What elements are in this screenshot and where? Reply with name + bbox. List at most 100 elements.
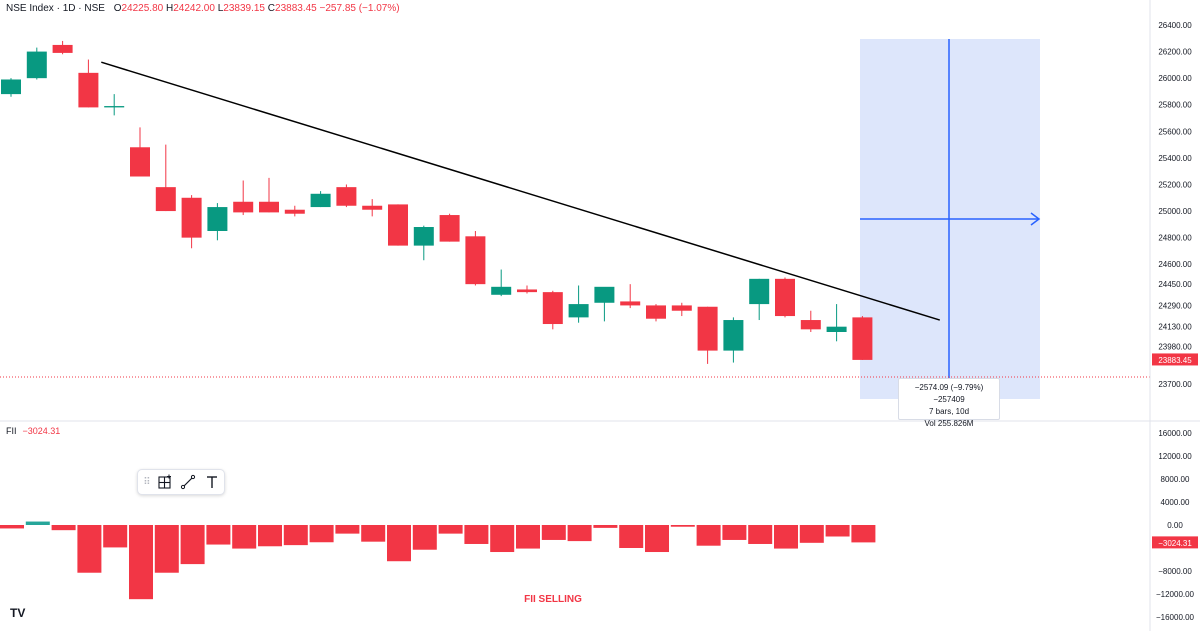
candle-body-18[interactable] [465, 236, 486, 285]
fii-bar-7[interactable] [180, 525, 205, 565]
fii-bar-6[interactable] [154, 525, 179, 573]
chart-header: NSE Index · 1D · NSE O24225.80 H24242.00… [6, 3, 400, 14]
price-tick-11: 24290.00 [1158, 301, 1192, 310]
candle-body-26[interactable] [671, 305, 692, 311]
price-tick-12: 24130.00 [1158, 323, 1192, 332]
candle-body-19[interactable] [491, 286, 512, 295]
candle-body-12[interactable] [310, 193, 331, 208]
fii-tick-4: 0.00 [1167, 521, 1183, 530]
fii-tick-6: −8000.00 [1158, 567, 1192, 576]
fii-bar-13[interactable] [335, 525, 360, 534]
candle-body-20[interactable] [517, 289, 537, 293]
fii-bar-18[interactable] [464, 525, 489, 544]
candle-body-9[interactable] [233, 201, 254, 213]
candle-body-30[interactable] [775, 278, 795, 317]
candle-body-24[interactable] [620, 301, 641, 306]
drawing-toolbar: ⠿ [137, 469, 225, 495]
price-tick-8: 24800.00 [1158, 234, 1192, 243]
fii-bar-10[interactable] [258, 525, 282, 547]
price-tick-5: 25400.00 [1158, 154, 1192, 163]
fii-bar-9[interactable] [232, 525, 257, 549]
candle-body-13[interactable] [336, 187, 357, 206]
fii-bar-5[interactable] [129, 525, 153, 600]
fii-bar-4[interactable] [103, 525, 128, 548]
fii-bar-17[interactable] [438, 525, 463, 534]
fii-axis: 16000.00 12000.00 8000.00 4000.00 0.00 −3024.… [1152, 429, 1198, 622]
fii-bar-20[interactable] [516, 525, 540, 549]
fii-bar-25[interactable] [645, 525, 669, 553]
fii-value-label: −3024.31 [1158, 539, 1192, 548]
ruler-grid-icon [158, 474, 171, 489]
fii-bar-28[interactable] [722, 525, 747, 540]
fii-bar-27[interactable] [696, 525, 721, 546]
candle-body-3[interactable] [78, 72, 99, 108]
tradingview-logo[interactable]: TV [10, 606, 26, 620]
fii-bar-31[interactable] [799, 525, 824, 543]
text-tool-button[interactable] [200, 471, 224, 493]
price-tick-3: 25800.00 [1158, 101, 1192, 110]
candle-body-16[interactable] [413, 227, 434, 246]
candle-body-14[interactable] [362, 205, 383, 210]
fii-bar-32[interactable] [825, 525, 850, 537]
fii-bar-14[interactable] [361, 525, 386, 542]
candle-body-8[interactable] [207, 207, 228, 231]
fii-bar-8[interactable] [206, 525, 231, 545]
fii-bar-21[interactable] [541, 525, 566, 540]
candle-body-33[interactable] [852, 317, 873, 360]
symbol-title[interactable]: NSE Index · 1D · NSE [6, 3, 105, 14]
trend-line-icon [181, 474, 196, 490]
fii-name[interactable]: FII [6, 426, 17, 436]
fii-bar-15[interactable] [387, 525, 411, 562]
fii-bar-26[interactable] [670, 525, 695, 527]
candle-body-17[interactable] [439, 215, 460, 242]
fii-tick-1: 12000.00 [1158, 452, 1192, 461]
candle-body-1[interactable] [26, 51, 47, 79]
candle-body-0[interactable] [1, 79, 21, 95]
fii-bar-24[interactable] [619, 525, 644, 548]
fii-bar-16[interactable] [412, 525, 437, 550]
fii-bar-29[interactable] [748, 525, 773, 544]
last-price-label: 23883.45 [1158, 356, 1192, 365]
candle-body-32[interactable] [826, 326, 847, 332]
candle-body-28[interactable] [723, 320, 744, 351]
candle-body-11[interactable] [284, 209, 305, 214]
text-icon [207, 476, 218, 488]
candle-body-22[interactable] [568, 304, 589, 318]
fii-bar-33[interactable] [851, 525, 876, 543]
fii-bar-1[interactable] [25, 521, 50, 525]
candle-body-6[interactable] [155, 187, 176, 212]
fii-bar-3[interactable] [77, 525, 102, 573]
candle-body-5[interactable] [130, 147, 150, 177]
fii-bar-22[interactable] [567, 525, 592, 542]
fii-bar-12[interactable] [309, 525, 334, 543]
price-tick-1: 26200.00 [1158, 48, 1192, 57]
fii-bar-11[interactable] [283, 525, 308, 546]
fii-bar-0[interactable] [0, 525, 24, 529]
price-tick-15: 23700.00 [1158, 380, 1192, 389]
price-tick-2: 26000.00 [1158, 74, 1192, 83]
fii-bar-2[interactable] [51, 525, 76, 531]
drag-handle-icon[interactable]: ⠿ [143, 476, 151, 488]
fii-bar-30[interactable] [774, 525, 798, 549]
fii-value-label-bg [1152, 536, 1198, 549]
measure-tool-button[interactable] [153, 471, 177, 493]
candle-body-4[interactable] [104, 106, 125, 108]
candle-body-27[interactable] [697, 306, 718, 351]
candle-body-2[interactable] [52, 44, 73, 53]
fii-bar-23[interactable] [593, 525, 618, 528]
trend-line-tool-button[interactable] [177, 471, 201, 493]
fii-header: FII −3024.31 [6, 426, 60, 436]
candle-body-31[interactable] [800, 320, 821, 330]
fii-bar-19[interactable] [490, 525, 515, 553]
candle-body-10[interactable] [259, 201, 279, 213]
fii-tick-8: −16000.00 [1156, 613, 1195, 622]
ohlc-change: −257.85 (−1.07%) [319, 3, 400, 14]
candle-body-7[interactable] [181, 197, 202, 238]
trend-line[interactable] [101, 61, 941, 321]
candle-body-21[interactable] [542, 292, 563, 325]
candle-body-15[interactable] [388, 204, 408, 246]
candle-body-23[interactable] [594, 286, 615, 303]
candle-body-29[interactable] [749, 278, 770, 305]
candle-body-25[interactable] [646, 305, 666, 319]
